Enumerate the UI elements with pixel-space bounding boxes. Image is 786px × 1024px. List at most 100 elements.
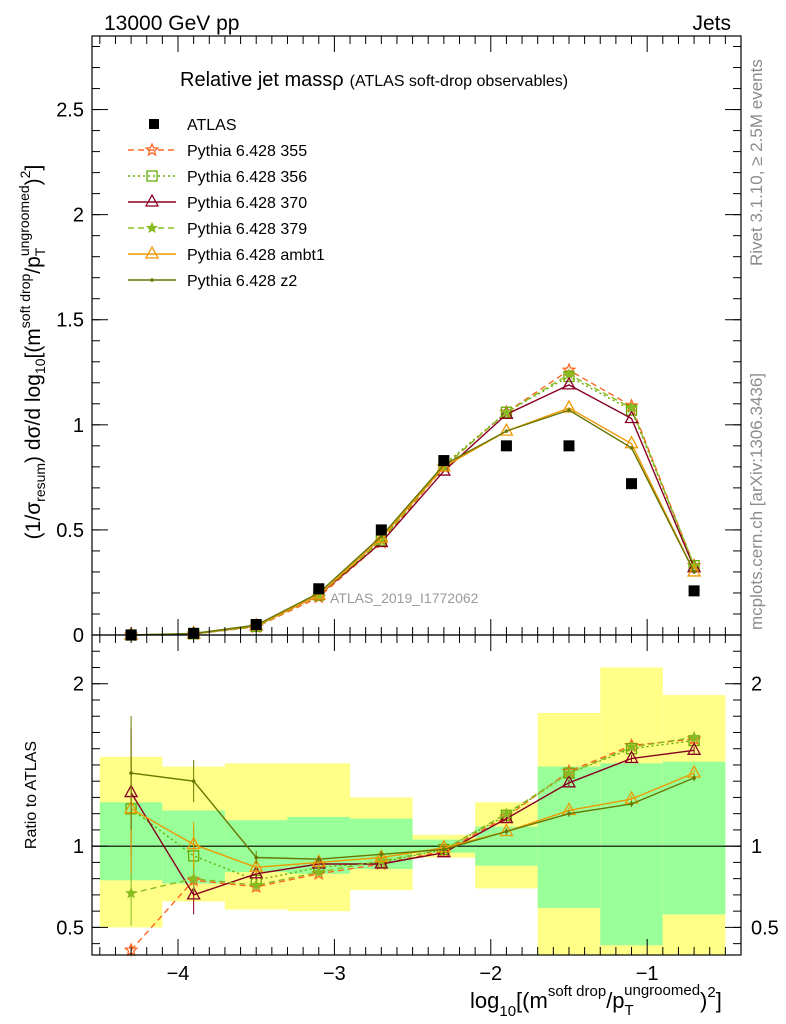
marker-dot — [567, 408, 571, 412]
ratio-y-tick-label-right: 0.5 — [751, 917, 779, 939]
ratio-y-axis-label: Ratio to ATLAS — [23, 741, 40, 849]
legend-label: Pythia 6.428 370 — [187, 195, 307, 212]
data-point — [626, 478, 638, 490]
marker-triangle-open — [624, 750, 639, 764]
marker-star-filled — [500, 807, 513, 819]
marker-star-filled — [500, 405, 513, 418]
legend-marker-atlas — [149, 119, 159, 129]
legend-label: Pythia 6.428 379 — [187, 221, 307, 238]
ratio-line — [130, 739, 695, 882]
marker-dot — [504, 429, 509, 433]
x-tick-label: −3 — [323, 963, 346, 985]
legend-label: Pythia 6.428 z2 — [187, 273, 297, 290]
marker-triangle-open — [686, 563, 702, 577]
y-tick-label: 0 — [73, 625, 84, 647]
data-point — [438, 455, 450, 467]
marker-triangle-open — [186, 886, 201, 900]
marker-dot — [316, 857, 321, 861]
marker-star-filled — [562, 368, 575, 380]
x-tick-label: −4 — [167, 963, 190, 985]
data-point — [375, 524, 387, 536]
marker-dot — [150, 278, 154, 282]
ratio-y-tick-label-right: 1 — [751, 836, 762, 858]
marker-dot — [254, 855, 259, 860]
marker-dot — [379, 852, 384, 857]
x-tick-label: −1 — [636, 963, 659, 985]
ratio-line — [130, 772, 695, 869]
ratio-y-tick-label: 1 — [73, 836, 84, 858]
marker-triangle-open — [374, 855, 389, 869]
marker-triangle-open — [686, 741, 702, 755]
process-label: Jets — [692, 12, 731, 35]
y-tick-label: 0.5 — [56, 520, 84, 542]
marker-triangle-open — [249, 858, 264, 872]
marker-dot — [629, 446, 634, 450]
marker-dot — [129, 771, 133, 775]
ratio-panel: 0.5 0.5 1 1 2 2 −4 −3 −2 −1 — [56, 619, 779, 985]
marker-triangle-open — [561, 399, 577, 413]
energy-label: 13000 GeV pp — [104, 12, 239, 35]
series-line — [131, 375, 695, 636]
marker-dot — [191, 779, 196, 783]
data-point — [313, 583, 325, 595]
marker-star-filled — [688, 730, 701, 743]
y-tick-label: 2 — [73, 205, 84, 227]
ratio-y-tick-label: 0.5 — [56, 917, 84, 939]
data-point — [500, 440, 512, 452]
ratio-line — [130, 749, 695, 896]
marker-triangle-open — [374, 529, 389, 543]
chart-title: Relative jet massρ (ATLAS soft-drop obser… — [180, 69, 568, 91]
legend-label: Pythia 6.428 ambt1 — [187, 247, 325, 264]
legend-label: Pythia 6.428 356 — [187, 169, 307, 186]
ratio-series-5 — [129, 716, 696, 865]
y-tick-label: 1.5 — [56, 310, 84, 332]
marker-triangle-open — [249, 865, 264, 879]
marker-star-filled — [250, 878, 263, 891]
marker-triangle-open — [561, 376, 577, 390]
ratio-line — [130, 738, 695, 951]
uncertainty-band-green — [600, 763, 663, 946]
rivet-label: Rivet 3.1.10, ≥ 2.5M events — [747, 59, 766, 266]
y-tick-label: 1 — [73, 415, 84, 437]
marker-triangle-open — [144, 193, 160, 207]
legend-label-atlas: ATLAS — [187, 117, 237, 134]
marker-star-filled — [625, 401, 638, 414]
marker-triangle-open — [374, 849, 389, 863]
x-axis-label: log10[(msoft drop/pTungroomed)2] — [470, 982, 722, 1020]
ratio-line — [131, 772, 695, 860]
uncertainty-band-green — [662, 761, 726, 915]
marker-star-filled — [125, 886, 138, 899]
marker-star-open — [144, 142, 160, 157]
marker-star-filled — [562, 766, 575, 779]
ratio-y-tick-label-right: 2 — [751, 674, 762, 696]
ratio-line — [130, 736, 695, 894]
uncertainty-band-green — [537, 766, 601, 908]
marker-dot — [567, 811, 571, 816]
marker-triangle-open — [144, 245, 160, 259]
watermark: ATLAS_2019_I1772062 — [330, 590, 479, 606]
marker-square-open — [146, 170, 158, 182]
marker-dot — [442, 847, 446, 852]
marker-star-filled — [312, 865, 325, 878]
marker-dot — [692, 570, 696, 574]
x-tick-label: −2 — [479, 963, 502, 985]
marker-triangle-open — [186, 836, 201, 850]
marker-dot — [629, 802, 634, 806]
marker-triangle-open — [561, 774, 577, 788]
ratio-series-3 — [125, 730, 701, 926]
ratio-frame — [91, 634, 742, 956]
data-point — [250, 618, 262, 630]
marker-triangle-open — [311, 854, 326, 868]
marker-dot — [504, 829, 509, 834]
data-point — [688, 585, 700, 597]
data-point — [563, 440, 575, 452]
marker-dot — [692, 776, 696, 780]
legend: ATLAS Pythia 6.428 355 Pythia 6.428 356 Pyt… — [128, 117, 325, 290]
main-y-axis-label: (1/σresum) dσ/d log10[(msoft drop/pTungr… — [16, 165, 48, 540]
y-tick-label: 2.5 — [56, 100, 84, 122]
marker-star-filled — [145, 221, 159, 234]
ratio-y-tick-label: 2 — [73, 674, 84, 696]
mcplots-label: mcplots.cern.ch [arXiv:1306.3436] — [747, 373, 766, 630]
marker-star-filled — [625, 740, 638, 753]
